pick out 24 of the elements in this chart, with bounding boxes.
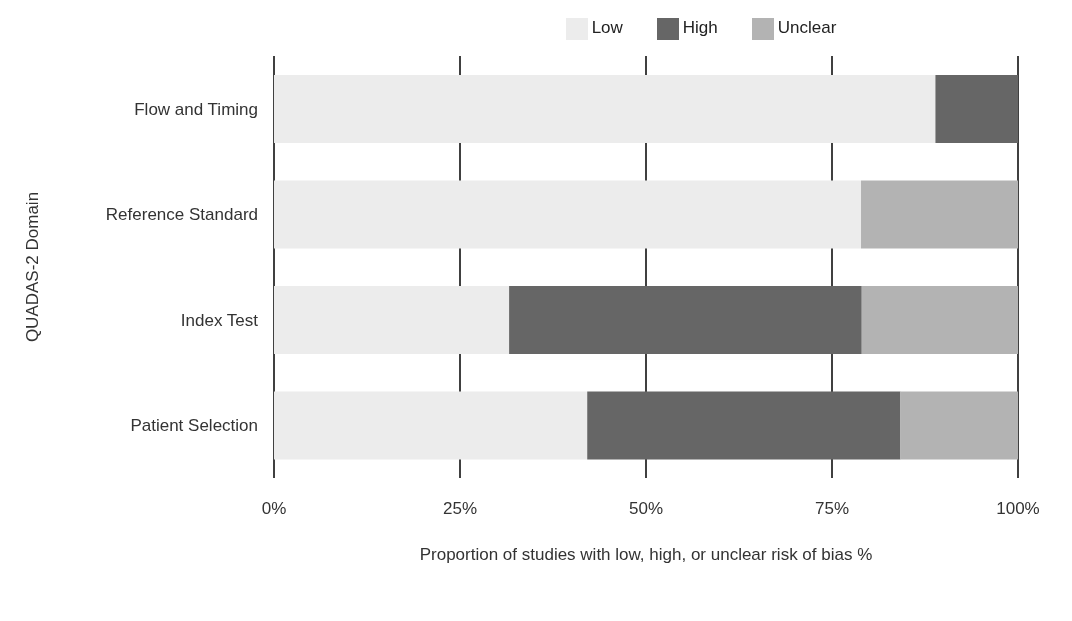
legend-label: Unclear (777, 18, 837, 38)
bar (587, 391, 901, 460)
bar (274, 285, 510, 354)
y-axis-title: QUADAS-2 Domain (23, 191, 43, 343)
x-tick-label: 100% (996, 499, 1040, 519)
bar (861, 285, 1018, 354)
bar (274, 180, 862, 249)
legend-label: High (682, 18, 718, 38)
bar (900, 391, 1018, 460)
x-tick-label: 50% (628, 499, 664, 519)
bar (935, 74, 1018, 143)
x-tick-label: 0% (261, 499, 287, 519)
x-tick-label: 25% (442, 499, 478, 519)
bar (861, 180, 1018, 249)
x-tick-label: 75% (814, 499, 850, 519)
legend-label: Low (591, 18, 623, 38)
y-tick-label: Flow and Timing (134, 99, 258, 119)
bar (274, 74, 936, 143)
y-tick-label: Reference Standard (105, 205, 258, 225)
y-tick-label: Index Test (180, 310, 259, 330)
x-axis-title: Proportion of studies with low, high, or unclear risk of bias % (419, 545, 873, 564)
bar (509, 285, 862, 354)
y-tick-label: Patient Selection (130, 416, 258, 436)
bar (274, 391, 588, 460)
